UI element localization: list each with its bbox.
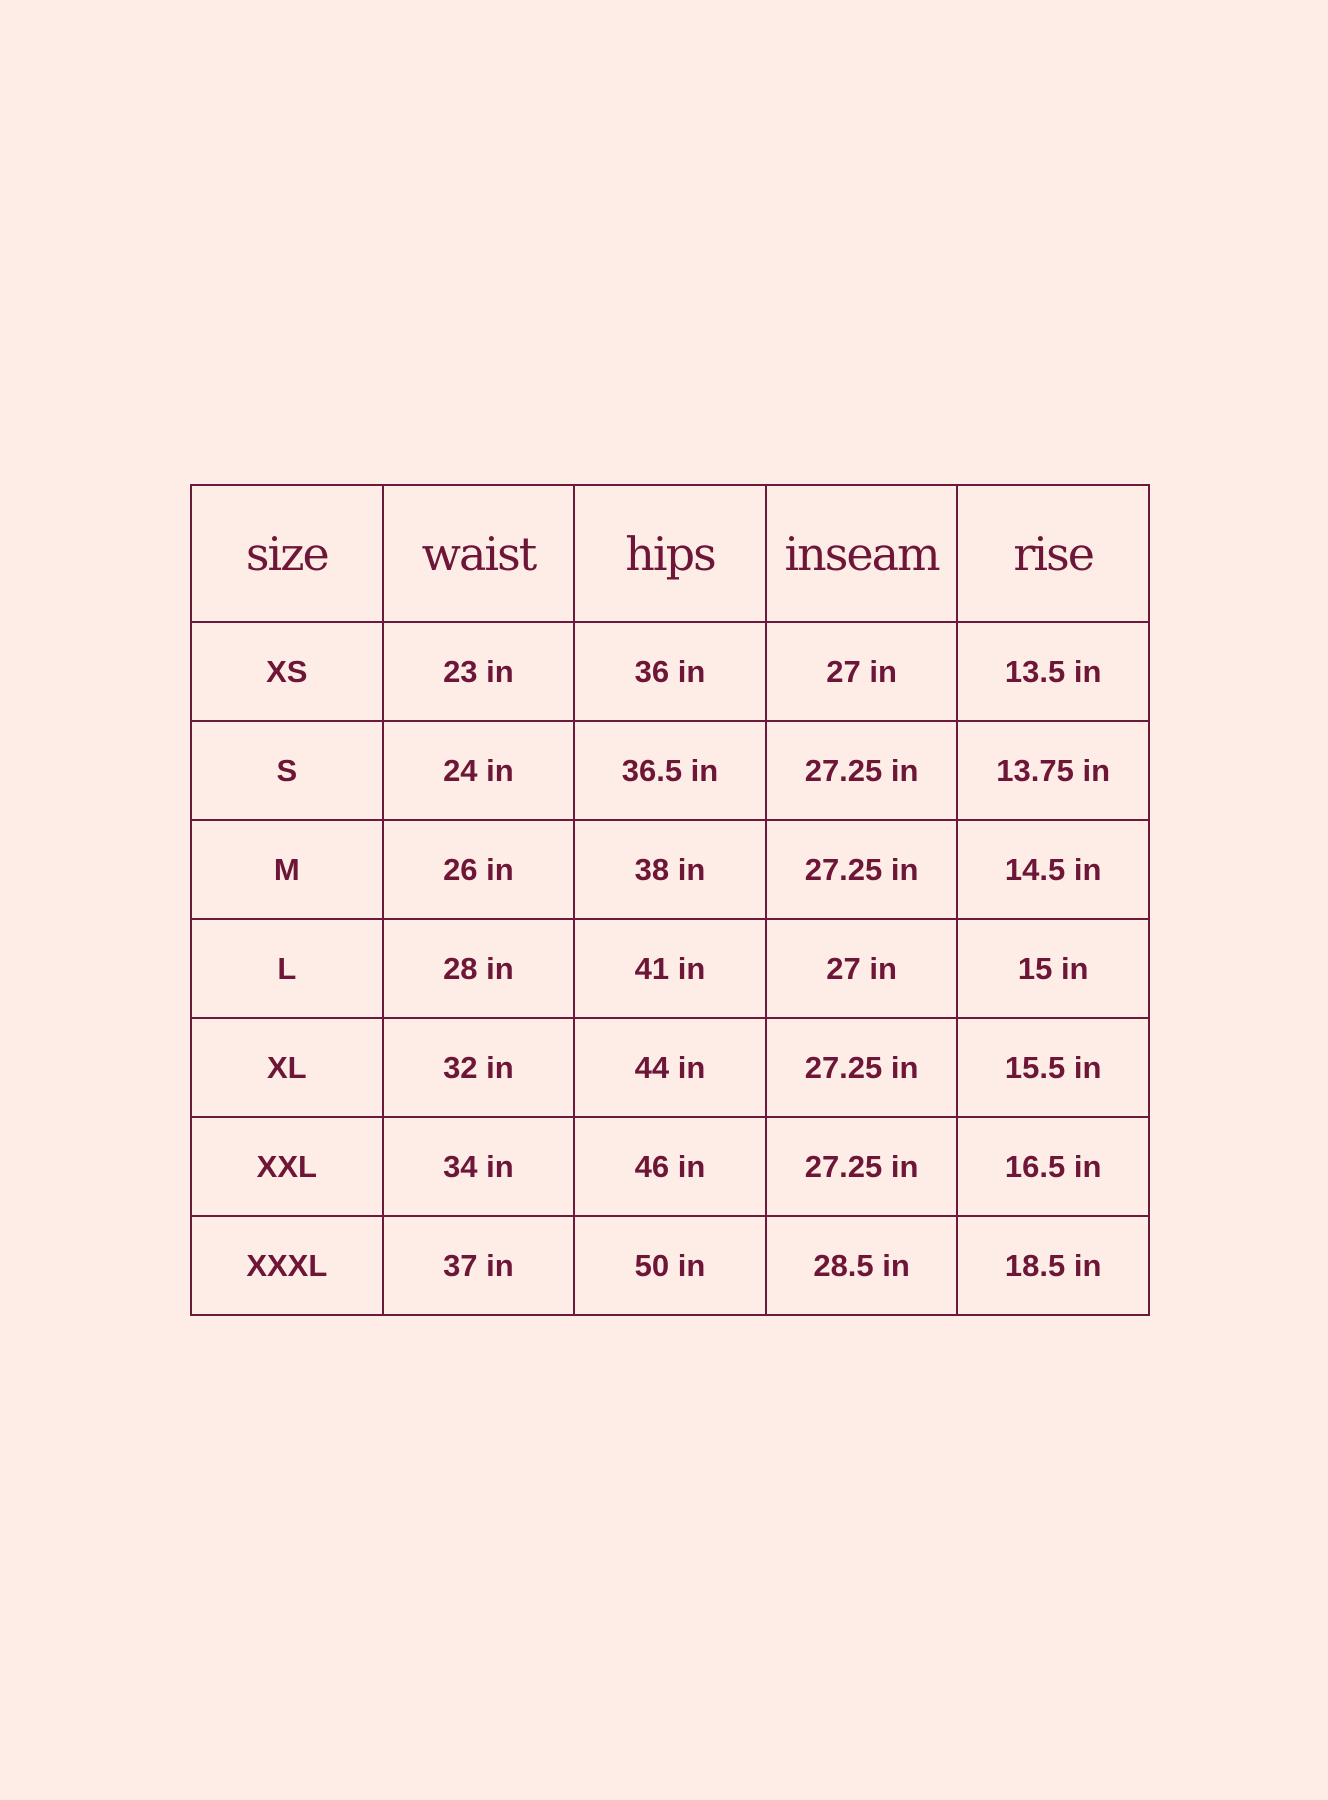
column-header-inseam: inseam: [764, 484, 959, 623]
column-header-waist: waist: [381, 484, 576, 623]
size-cell: S: [190, 720, 384, 821]
table-row: XS 23 in 36 in 27 in 13.5 in: [190, 621, 1150, 722]
waist-cell: 28 in: [381, 918, 576, 1019]
inseam-cell: 27 in: [764, 621, 959, 722]
hips-cell: 41 in: [573, 918, 767, 1019]
rise-cell: 16.5 in: [956, 1116, 1150, 1217]
table-row: XXL 34 in 46 in 27.25 in 16.5 in: [190, 1116, 1150, 1217]
size-cell: M: [190, 819, 384, 920]
waist-cell: 37 in: [381, 1215, 576, 1316]
rise-cell: 15.5 in: [956, 1017, 1150, 1118]
inseam-cell: 27.25 in: [764, 720, 959, 821]
table-row: M 26 in 38 in 27.25 in 14.5 in: [190, 819, 1150, 920]
rise-cell: 18.5 in: [956, 1215, 1150, 1316]
waist-cell: 32 in: [381, 1017, 576, 1118]
inseam-cell: 27.25 in: [764, 1116, 959, 1217]
column-header-size: size: [190, 484, 384, 623]
rise-cell: 13.75 in: [956, 720, 1150, 821]
waist-cell: 34 in: [381, 1116, 576, 1217]
header-row: size waist hips inseam rise: [190, 484, 1150, 623]
rise-cell: 15 in: [956, 918, 1150, 1019]
rise-cell: 14.5 in: [956, 819, 1150, 920]
table-row: S 24 in 36.5 in 27.25 in 13.75 in: [190, 720, 1150, 821]
hips-cell: 46 in: [573, 1116, 767, 1217]
hips-cell: 44 in: [573, 1017, 767, 1118]
waist-cell: 26 in: [381, 819, 576, 920]
hips-cell: 36 in: [573, 621, 767, 722]
table-row: L 28 in 41 in 27 in 15 in: [190, 918, 1150, 1019]
table-row: XXXL 37 in 50 in 28.5 in 18.5 in: [190, 1215, 1150, 1316]
hips-cell: 36.5 in: [573, 720, 767, 821]
size-cell: XL: [190, 1017, 384, 1118]
inseam-cell: 28.5 in: [764, 1215, 959, 1316]
size-chart-table: size waist hips inseam rise XS 23 in 36 in 27 i…: [190, 484, 1150, 1316]
hips-cell: 38 in: [573, 819, 767, 920]
size-cell: XXL: [190, 1116, 384, 1217]
inseam-cell: 27.25 in: [764, 1017, 959, 1118]
hips-cell: 50 in: [573, 1215, 767, 1316]
table-row: XL 32 in 44 in 27.25 in 15.5 in: [190, 1017, 1150, 1118]
inseam-cell: 27 in: [764, 918, 959, 1019]
waist-cell: 23 in: [381, 621, 576, 722]
waist-cell: 24 in: [381, 720, 576, 821]
size-cell: XS: [190, 621, 384, 722]
inseam-cell: 27.25 in: [764, 819, 959, 920]
size-cell: L: [190, 918, 384, 1019]
size-cell: XXXL: [190, 1215, 384, 1316]
column-header-hips: hips: [573, 484, 767, 623]
column-header-rise: rise: [956, 484, 1150, 623]
rise-cell: 13.5 in: [956, 621, 1150, 722]
